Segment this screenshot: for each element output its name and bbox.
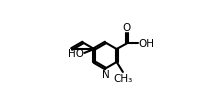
Text: O: O (123, 23, 131, 33)
Text: N: N (102, 69, 110, 79)
Text: HO: HO (68, 48, 84, 58)
Text: OH: OH (138, 39, 154, 49)
Text: CH₃: CH₃ (113, 73, 132, 83)
